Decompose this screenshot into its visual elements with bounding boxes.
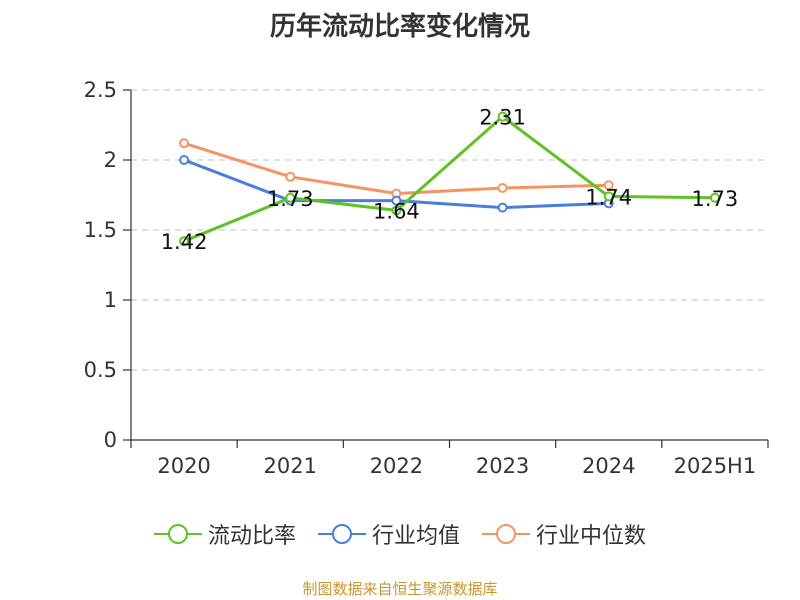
data-label: 1.73 (692, 187, 739, 211)
data-point[interactable] (497, 183, 508, 193)
data-point[interactable] (709, 192, 720, 203)
data-point[interactable] (285, 192, 296, 203)
y-tick-label: 0 (104, 428, 117, 452)
grid-lines (131, 89, 768, 371)
series-line (183, 141, 609, 196)
legend-item-industry-average[interactable]: 行业均值 (317, 518, 460, 550)
data-point[interactable] (391, 205, 402, 216)
data-point[interactable] (285, 171, 296, 182)
series-line (183, 115, 715, 243)
x-tick-label: 2020 (157, 454, 210, 478)
data-label: 1.64 (373, 199, 420, 223)
legend: 流动比率 行业均值 行业中位数 (0, 518, 800, 550)
y-tick-label: 1.5 (84, 218, 117, 242)
x-tick-label: 2023 (476, 454, 529, 478)
legend-item-current-ratio[interactable]: 流动比率 (153, 518, 296, 550)
source-note: 制图数据来自恒生聚源数据库 (302, 580, 498, 598)
series-lines (179, 111, 720, 247)
y-tick-label: 2.5 (84, 78, 117, 102)
data-label: 1.42 (161, 230, 208, 254)
data-point[interactable] (179, 236, 190, 247)
data-label: 2.31 (479, 106, 526, 130)
legend-marker-blue-icon (317, 524, 366, 544)
data-point[interactable] (179, 138, 190, 149)
data-point[interactable] (391, 195, 402, 206)
y-tick-label: 1 (104, 288, 117, 312)
data-labels: 1.42 1.73 1.64 2.31 1.74 1.73 (161, 106, 739, 255)
legend-marker-orange-icon (482, 524, 530, 544)
y-tick-label: 2 (104, 148, 117, 172)
x-tick-label: 2022 (370, 454, 423, 478)
legend-label: 流动比率 (207, 524, 296, 549)
data-label: 1.73 (267, 187, 314, 211)
legend-marker-green-icon (153, 524, 202, 544)
chart-title: 历年流动比率变化情况 (269, 12, 530, 42)
legend-label: 行业均值 (371, 524, 460, 549)
x-tick-label: 2024 (582, 454, 635, 478)
data-point[interactable] (497, 111, 508, 122)
data-label: 1.74 (585, 185, 632, 209)
x-tick-label: 2021 (264, 454, 317, 478)
data-point[interactable] (603, 191, 614, 202)
legend-item-industry-median[interactable]: 行业中位数 (482, 518, 646, 550)
data-point[interactable] (603, 180, 614, 191)
x-tick-label: 2025H1 (674, 454, 757, 478)
axes: 0 0.5 1 1.5 2 2.5 2020 2021 2022 2023 2024 2025H1 (84, 78, 769, 478)
legend-label: 行业中位数 (536, 524, 647, 549)
data-point[interactable] (497, 202, 508, 213)
data-point[interactable] (179, 155, 190, 165)
y-tick-label: 0.5 (84, 358, 117, 382)
